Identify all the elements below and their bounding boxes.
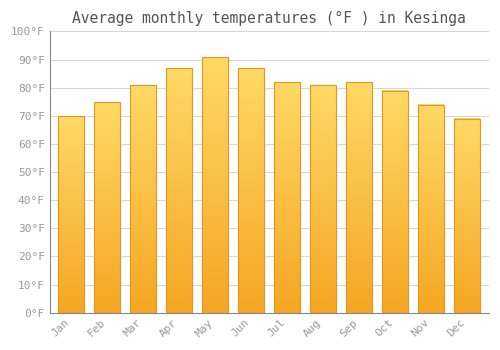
Title: Average monthly temperatures (°F ) in Kesinga: Average monthly temperatures (°F ) in Ke…: [72, 11, 466, 26]
